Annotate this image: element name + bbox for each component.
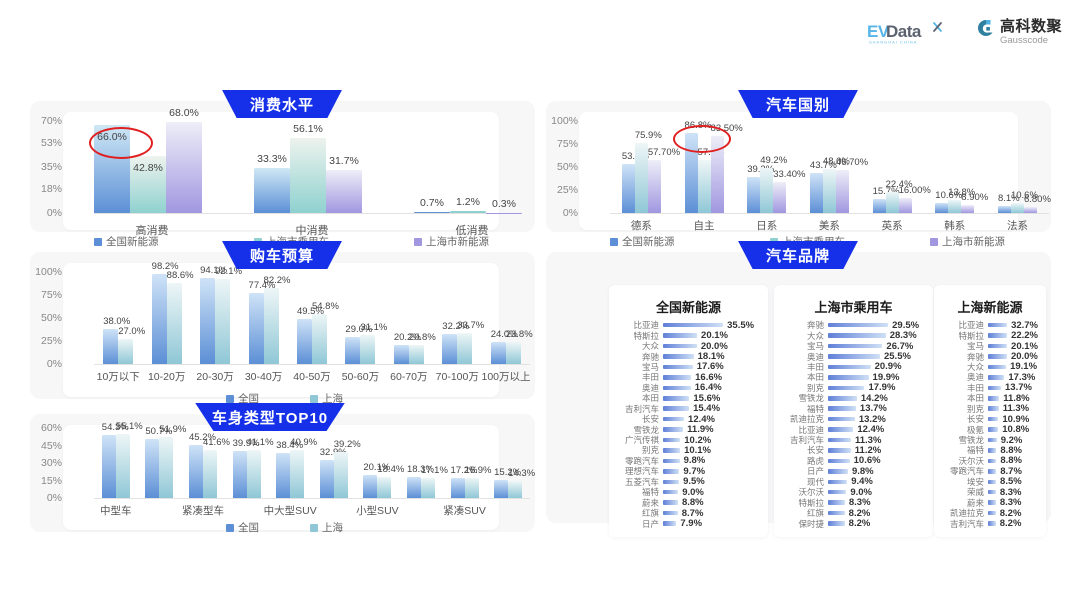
svg-text:SHANGHAI CHINA: SHANGHAI CHINA bbox=[869, 40, 917, 45]
svg-text:Data: Data bbox=[886, 22, 922, 41]
